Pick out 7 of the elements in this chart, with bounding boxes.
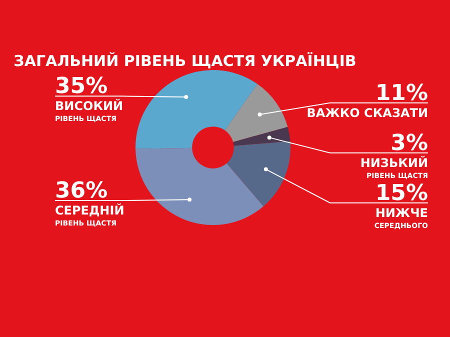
data-label: 35%	[55, 74, 108, 100]
data-label: 3%	[390, 130, 428, 156]
data-label: 15%	[375, 180, 428, 206]
chart-title: ЗАГАЛЬНИЙ РІВЕНЬ ЩАСТЯ УКРАЇНЦІВ	[14, 52, 356, 70]
slice-label: ВАЖКО СКАЗАТИ	[306, 106, 428, 120]
data-label: 11%	[375, 80, 428, 106]
data-label: 36%	[55, 178, 108, 204]
